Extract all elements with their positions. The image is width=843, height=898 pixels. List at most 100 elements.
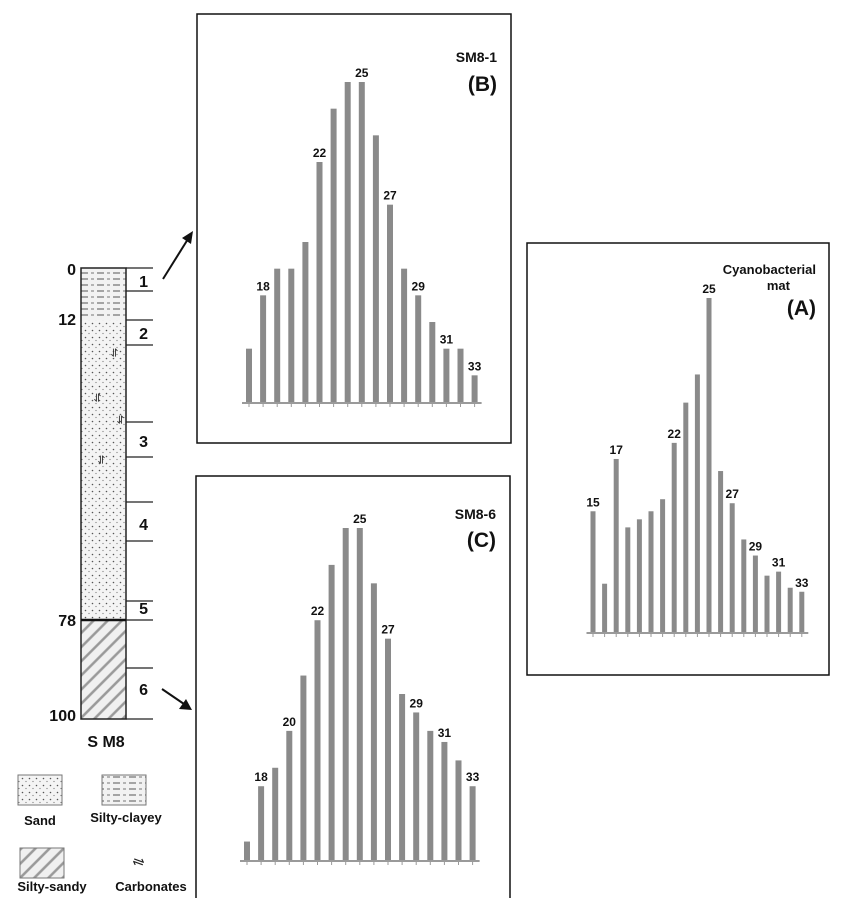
panel-a-bar-28 bbox=[741, 539, 747, 632]
panel-c-bar-29 bbox=[413, 712, 420, 860]
panel-c-frame bbox=[195, 475, 511, 898]
panel-c-bar-25 bbox=[356, 528, 363, 860]
sample-label-2: 2 bbox=[139, 326, 148, 343]
panel-c-bar-17 bbox=[244, 841, 250, 860]
carbonate-icon: ⇋ bbox=[108, 348, 121, 357]
panel-b-bar-28 bbox=[401, 268, 408, 402]
panel-a-bar-20 bbox=[648, 511, 654, 632]
panel-b-bar-18 bbox=[260, 295, 267, 402]
sample-label-1: 1 bbox=[139, 274, 148, 291]
panel-b: SM8-1 (B) 18 22 25 27 29 31 33 bbox=[196, 13, 512, 444]
panel-a-bar-24 bbox=[694, 374, 700, 632]
panel-a-data-label-22: 22 bbox=[668, 427, 682, 441]
panel-a-bar-19 bbox=[636, 519, 642, 632]
panel-c-data-label-27: 27 bbox=[381, 623, 395, 637]
panel-b-bar-27 bbox=[387, 204, 393, 402]
panel-b-frame bbox=[196, 13, 512, 444]
panel-b-data-label-29: 29 bbox=[412, 279, 426, 293]
panel-a-bar-31 bbox=[776, 571, 782, 632]
panel-b-data-label-25: 25 bbox=[355, 66, 369, 80]
sample-label-5: 5 bbox=[139, 601, 148, 618]
panel-c-bar-20 bbox=[286, 730, 293, 860]
panel-a-bar-33 bbox=[799, 591, 805, 632]
panel-b-bar-26 bbox=[372, 135, 379, 403]
panel-a-data-label-31: 31 bbox=[772, 556, 786, 570]
panel-c-bar-31 bbox=[441, 741, 448, 860]
panel-a-data-label-29: 29 bbox=[749, 540, 763, 554]
sample-label-3: 3 bbox=[139, 434, 148, 451]
depth-label-12: 12 bbox=[58, 312, 76, 329]
legend: Sand Silty-clayey Silty-sandy ⇌ Carbonat… bbox=[17, 774, 187, 894]
panel-b-bar-33 bbox=[471, 375, 478, 402]
arrow-head-b-icon bbox=[182, 231, 193, 244]
panel-c-label: (C) bbox=[467, 529, 496, 552]
arrow-head-c-icon bbox=[179, 699, 192, 710]
panel-b-data-label-33: 33 bbox=[468, 359, 482, 373]
panel-b-data-label-18: 18 bbox=[256, 279, 270, 293]
sample-ticks bbox=[126, 267, 153, 720]
panel-a-bar-29 bbox=[752, 555, 758, 632]
panel-a-frame bbox=[526, 242, 830, 676]
panel-a-bar-21 bbox=[660, 499, 666, 632]
panel-c-bar-26 bbox=[370, 583, 377, 860]
panel-c-bars: 18 20 22 25 27 29 31 33 bbox=[240, 512, 480, 865]
panel-b-bar-21 bbox=[302, 242, 309, 402]
panel-a-bar-22 bbox=[671, 442, 677, 632]
panel-b-label: (B) bbox=[468, 73, 497, 96]
panel-a-bar-15 bbox=[590, 511, 596, 632]
panel-c-data-label-20: 20 bbox=[283, 715, 297, 729]
panel-a-bar-16 bbox=[602, 583, 608, 632]
panel-c-data-label-18: 18 bbox=[254, 770, 268, 784]
carbonate-icon: ⇋ bbox=[95, 455, 108, 464]
panel-c-bar-21 bbox=[300, 675, 307, 860]
panel-b-bar-29 bbox=[415, 295, 422, 402]
panel-b-title: SM8-1 bbox=[456, 49, 497, 65]
layer-silty-sandy bbox=[81, 620, 126, 719]
panel-a-bar-23 bbox=[683, 402, 689, 632]
carbonate-icon: ⇌ bbox=[130, 853, 147, 872]
core-log: ⇋ ⇋ ⇋ ⇋ 1 2 3 4 5 6 0 12 78 100 bbox=[49, 231, 193, 751]
panel-c-bar-27 bbox=[385, 638, 391, 860]
panel-b-data-label-27: 27 bbox=[383, 189, 397, 203]
panel-c-data-label-33: 33 bbox=[466, 770, 480, 784]
panel-c-data-label-25: 25 bbox=[353, 512, 367, 526]
sample-label-6: 6 bbox=[139, 682, 148, 699]
panel-c-bar-24 bbox=[342, 528, 349, 860]
depth-label-100: 100 bbox=[49, 708, 76, 725]
panel-a-data-label-15: 15 bbox=[586, 495, 600, 509]
panel-c-bar-32 bbox=[455, 760, 462, 860]
panel-b-bar-24 bbox=[344, 82, 351, 402]
panel-b-bar-23 bbox=[330, 108, 337, 403]
panel-c-data-label-22: 22 bbox=[311, 604, 325, 618]
panel-a-title-line-2: mat bbox=[767, 278, 791, 293]
core-name: S M8 bbox=[87, 734, 124, 751]
panel-a-bars: 15 17 22 25 27 29 31 33 bbox=[586, 282, 809, 637]
panel-b-bar-17 bbox=[246, 348, 252, 402]
panel-c-bar-33 bbox=[469, 786, 476, 860]
panel-b-bar-20 bbox=[288, 268, 295, 402]
panel-b-bars: 18 22 25 27 29 31 33 bbox=[242, 66, 482, 407]
panel-c-title: SM8-6 bbox=[455, 506, 496, 522]
panel-a-bar-25 bbox=[706, 298, 712, 632]
panel-c-bar-23 bbox=[328, 564, 335, 860]
panel-a-bar-26 bbox=[718, 471, 724, 632]
panel-b-bar-19 bbox=[274, 268, 281, 402]
depth-label-0: 0 bbox=[67, 262, 76, 279]
panel-b-data-label-22: 22 bbox=[313, 146, 327, 160]
layer-sand bbox=[81, 320, 126, 620]
panel-c-bar-28 bbox=[399, 694, 406, 860]
panel-b-data-label-31: 31 bbox=[440, 333, 454, 347]
panel-c-data-label-29: 29 bbox=[410, 696, 424, 710]
panel-a-data-label-33: 33 bbox=[795, 576, 809, 590]
legend-sand-swatch bbox=[17, 774, 63, 806]
panel-b-bar-31 bbox=[443, 348, 450, 402]
panel-a-data-label-25: 25 bbox=[702, 282, 716, 296]
arrow-to-panel-b bbox=[162, 238, 189, 280]
legend-silty-clayey-swatch bbox=[101, 774, 147, 806]
carbonate-icon: ⇋ bbox=[91, 393, 104, 402]
panel-a-bar-27 bbox=[729, 503, 735, 632]
arrow-to-panel-c bbox=[161, 688, 185, 705]
panel-a-bar-30 bbox=[764, 575, 770, 632]
panel-b-bar-30 bbox=[429, 322, 436, 402]
